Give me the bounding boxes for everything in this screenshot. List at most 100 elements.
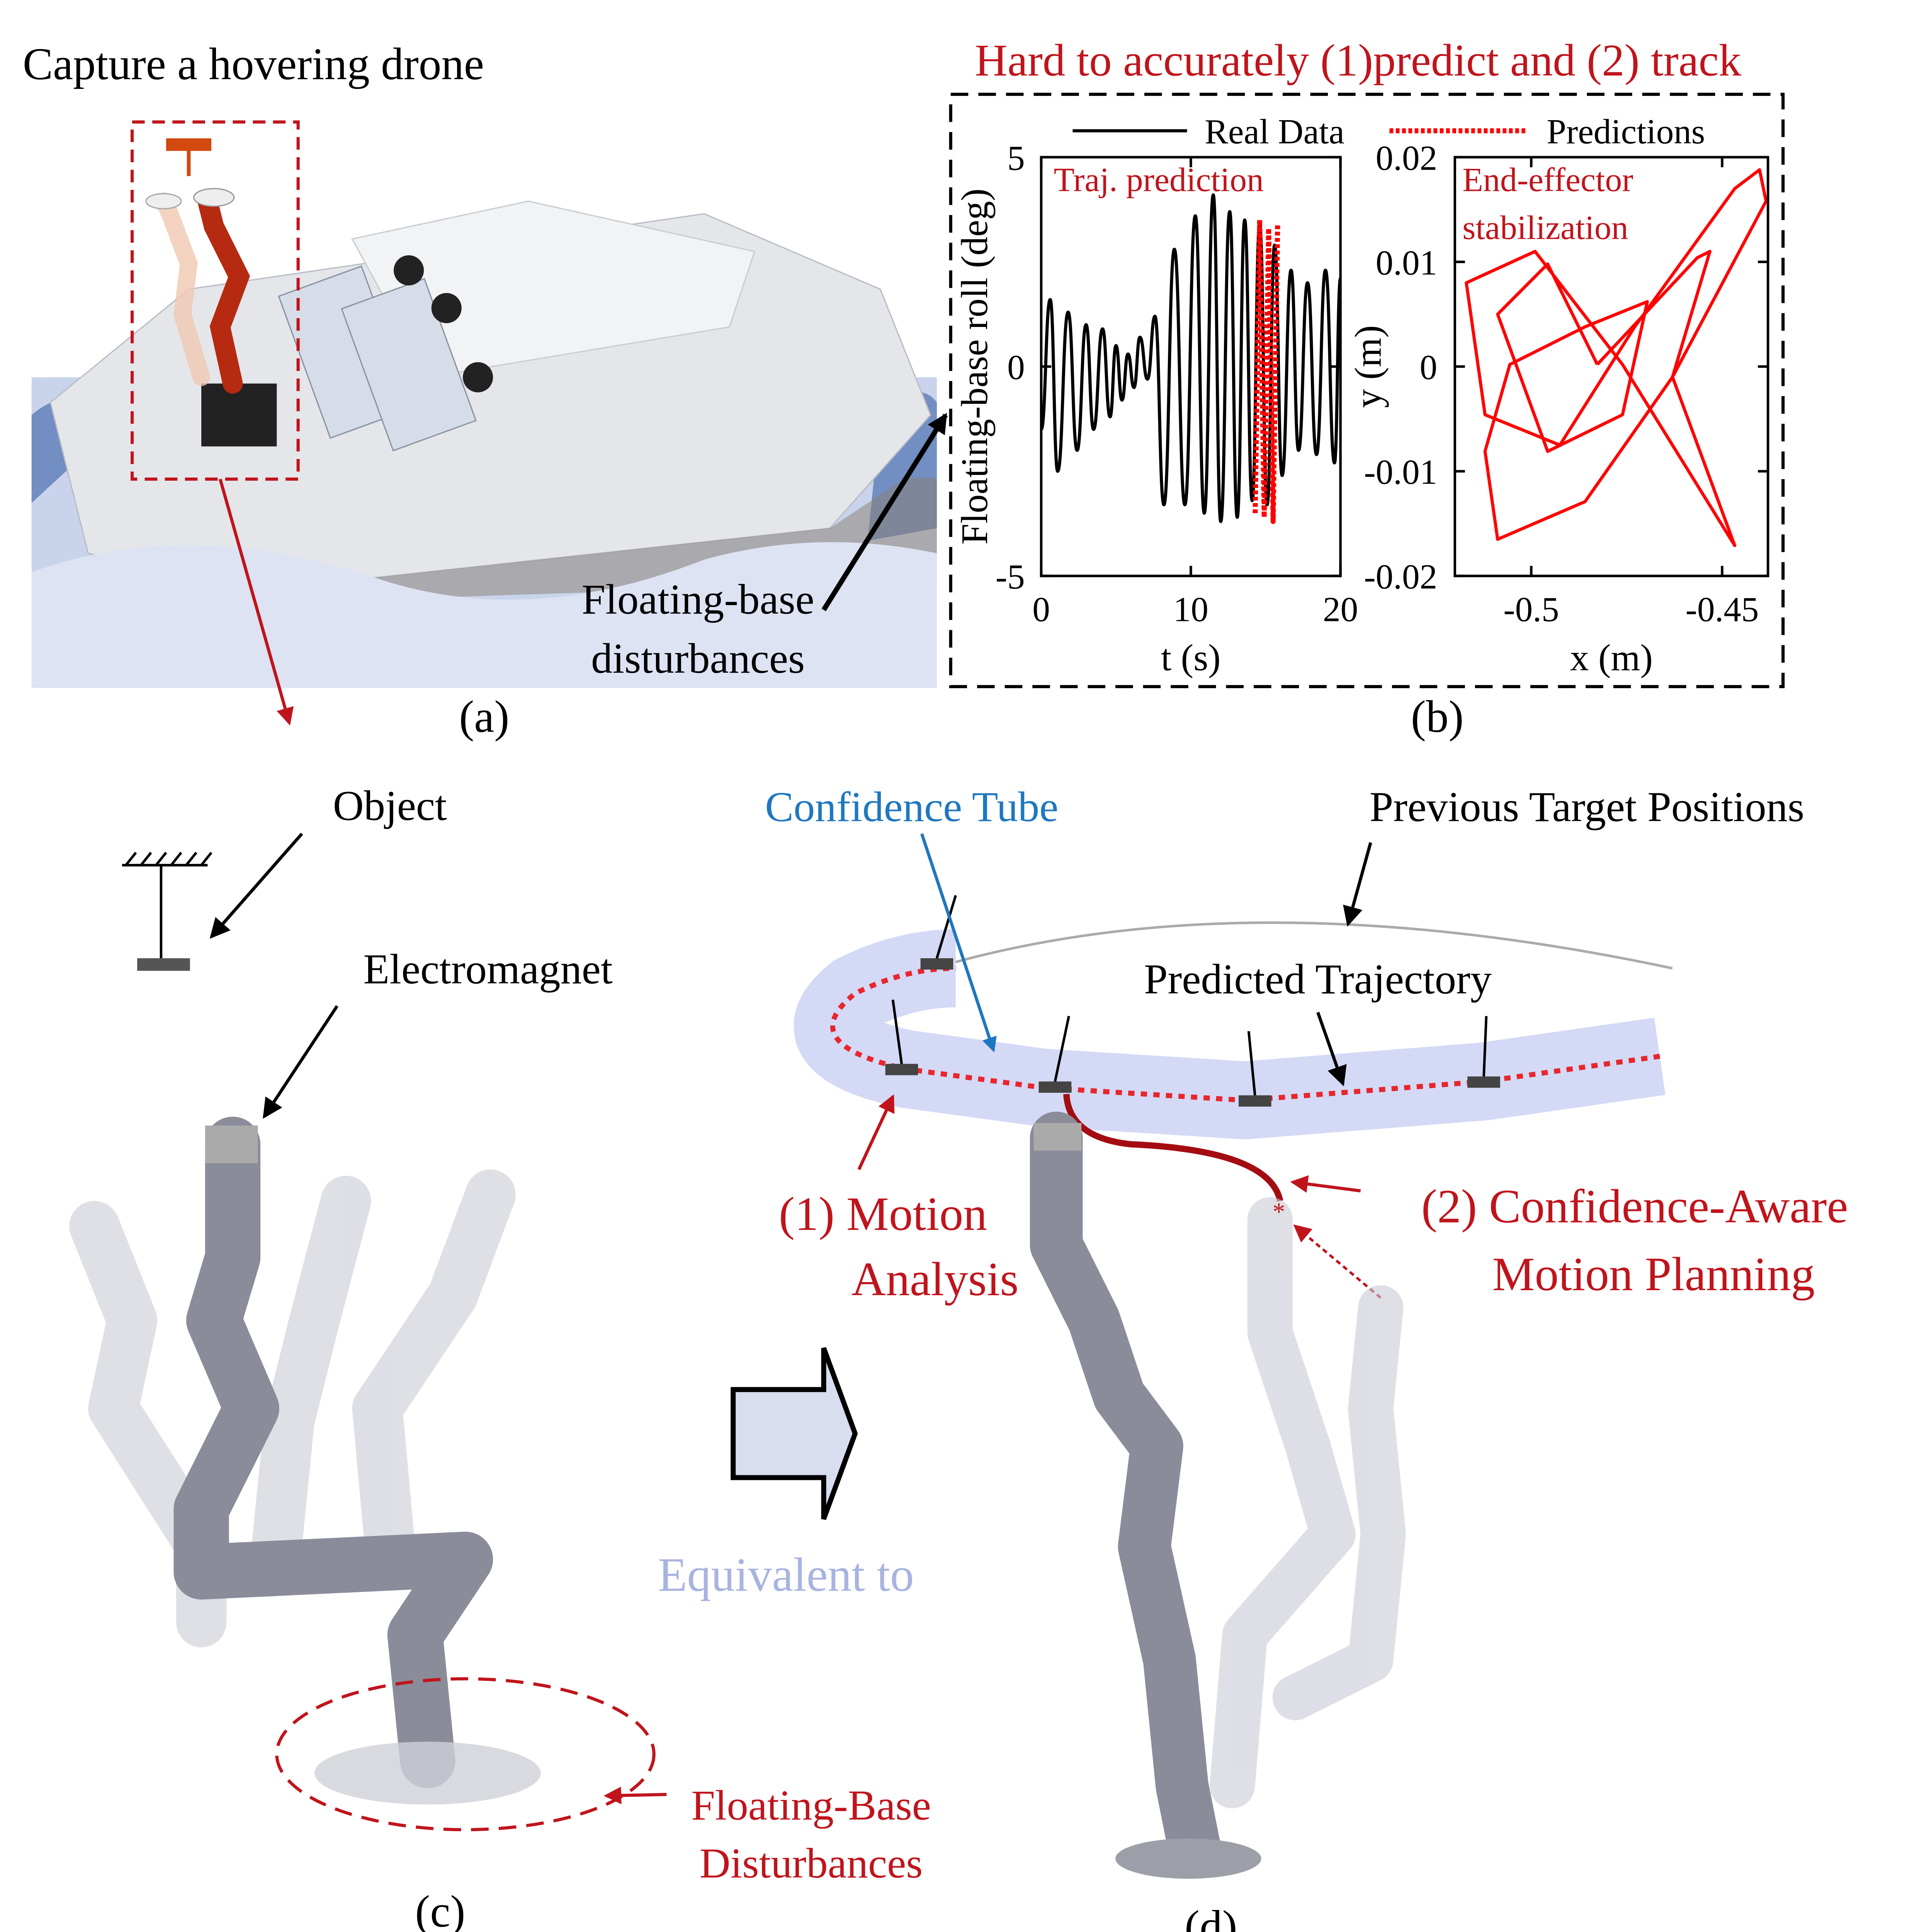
target	[1238, 1095, 1271, 1107]
y-tick-label: -0.01	[1364, 452, 1437, 492]
annotation: Disturbances	[700, 1839, 923, 1887]
robot-ghost	[1272, 1285, 1406, 1721]
x-tick-label: -0.45	[1686, 590, 1759, 629]
annotation: Floating-base	[581, 575, 814, 623]
target	[885, 1064, 918, 1075]
annotation: Floating-Base	[691, 1781, 931, 1829]
ceiling-hatch	[125, 852, 212, 866]
panel-d-drawing: *	[794, 833, 1673, 1879]
annotation: disturbances	[591, 634, 805, 682]
target-stem	[1247, 1031, 1256, 1095]
predicted-trajectory	[830, 966, 1661, 1103]
x-tick-label: 10	[1173, 590, 1208, 629]
annotation: (2) Confidence-Aware	[1421, 1180, 1848, 1233]
target	[920, 958, 954, 970]
arrow	[1343, 842, 1372, 927]
target-stem	[1482, 1016, 1488, 1077]
gripper	[193, 188, 235, 207]
arrow	[821, 413, 948, 611]
device	[393, 255, 424, 286]
robot-arm-ghost	[155, 192, 210, 386]
robot-arm	[197, 191, 250, 394]
robot-ghost	[352, 1169, 516, 1572]
target-stem	[935, 895, 957, 959]
panel-label: (a)	[459, 692, 509, 742]
x-tick-label: -0.5	[1503, 590, 1559, 629]
object	[137, 958, 190, 971]
boat-scene	[31, 120, 948, 726]
x-axis-label: x (m)	[1570, 637, 1653, 679]
y-tick-label: 0.02	[1376, 138, 1437, 177]
y-tick-label: -0.02	[1364, 557, 1437, 596]
arrow	[1293, 1224, 1382, 1299]
annotation: Previous Target Positions	[1370, 783, 1804, 830]
previous-targets	[955, 921, 1673, 970]
water	[31, 542, 937, 688]
arrow	[209, 833, 303, 939]
x-tick-label: 0	[1032, 590, 1050, 629]
goal-marker: *	[1273, 1198, 1285, 1226]
target	[1038, 1081, 1072, 1093]
device	[431, 293, 462, 323]
legend-label: Predictions	[1547, 112, 1705, 151]
robot-arm	[1030, 1111, 1221, 1875]
y-tick-label: 0	[1420, 348, 1438, 387]
y-tick-label: 0	[1007, 348, 1025, 387]
annotation: Equivalent to	[658, 1548, 914, 1601]
panel	[341, 278, 477, 452]
drone	[166, 138, 212, 151]
robot-ghost	[252, 1175, 371, 1572]
gripper	[145, 193, 182, 209]
arrow	[920, 833, 997, 1053]
data-line	[1465, 168, 1768, 548]
panel-title: Hard to accurately (1)predict and (2) tr…	[975, 36, 1742, 85]
arrow	[857, 1094, 895, 1170]
robot-arm	[173, 1116, 493, 1788]
target-stem	[1054, 1015, 1070, 1082]
target-stem	[891, 999, 903, 1064]
panel-c-drawing	[69, 833, 667, 1832]
target	[1467, 1076, 1500, 1088]
panel-label: (b)	[1411, 692, 1464, 742]
disturbance-ellipse	[275, 1677, 656, 1832]
annotation: (1) Motion	[779, 1187, 987, 1240]
chart-frame	[949, 93, 1785, 688]
legend-label: Real Data	[1205, 112, 1344, 151]
equivalence-arrow	[731, 1347, 858, 1520]
panel-title: Capture a hovering drone	[23, 39, 484, 89]
annotation: Traj. prediction	[1054, 162, 1264, 199]
y-tick-label: -5	[996, 557, 1025, 596]
device	[462, 362, 493, 393]
annotation: Motion Planning	[1492, 1248, 1815, 1301]
annotation: Analysis	[852, 1253, 1019, 1306]
x-tick-label: 20	[1323, 590, 1358, 629]
panel-label: (d)	[1185, 1902, 1237, 1932]
y-axis-label: Floating-base roll (deg)	[954, 189, 996, 545]
y-axis-label: y (m)	[1348, 325, 1389, 408]
robot-base	[314, 1742, 541, 1805]
y-tick-label: 0.01	[1376, 243, 1437, 282]
annotation: stabilization	[1462, 209, 1628, 247]
arrow	[263, 1005, 338, 1119]
electromagnet	[205, 1125, 258, 1163]
arrow	[1316, 1012, 1347, 1087]
data-line	[1041, 193, 1341, 523]
data-line	[1253, 217, 1280, 524]
x-axis-label: t (s)	[1161, 637, 1221, 679]
focus-box	[130, 120, 300, 481]
arrow	[1290, 1175, 1361, 1193]
robot-base	[1115, 1838, 1261, 1879]
annotation: Confidence Tube	[765, 783, 1058, 830]
electromagnet	[1033, 1123, 1082, 1151]
arrow	[603, 1786, 667, 1804]
annotation: Electromagnet	[364, 945, 613, 993]
y-tick-label: 5	[1007, 138, 1025, 177]
robot-ghost	[1210, 1197, 1356, 1808]
annotation: Predicted Trajectory	[1144, 955, 1492, 1003]
robot-base	[201, 383, 277, 447]
annotation: End-effector	[1462, 162, 1633, 199]
panel-label: (c)	[415, 1887, 465, 1932]
